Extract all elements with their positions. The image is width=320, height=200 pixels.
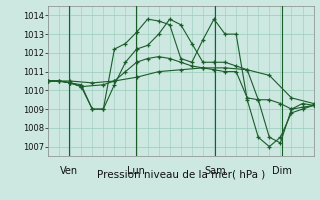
- X-axis label: Pression niveau de la mer( hPa ): Pression niveau de la mer( hPa ): [97, 170, 265, 180]
- Text: Lun: Lun: [127, 166, 145, 176]
- Text: Sam: Sam: [204, 166, 226, 176]
- Text: Dim: Dim: [272, 166, 292, 176]
- Text: Ven: Ven: [60, 166, 78, 176]
